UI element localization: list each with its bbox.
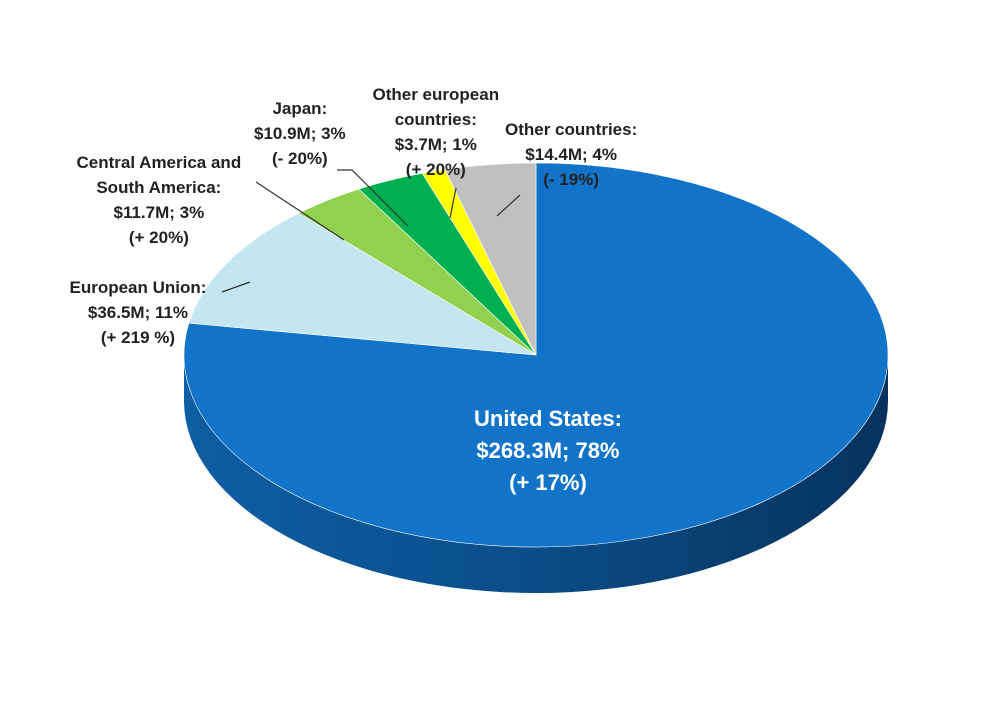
pie-side-united-states (184, 355, 888, 593)
data-label-central-america-and-south-america: Central America and South America: $11.7M;… (77, 150, 242, 250)
data-label-line: (- 20%) (271, 149, 328, 168)
data-label-line: (+ 20%) (128, 228, 189, 247)
pie-slice-european-union (188, 212, 537, 356)
data-label-line: Japan: (272, 99, 328, 118)
data-label-united-states: United States: $268.3M; 78% (+ 17%) (474, 403, 622, 499)
data-label-line: $36.5M; 11% (87, 303, 189, 322)
data-label-line: (+ 17%) (509, 470, 587, 495)
data-label-line: $3.7M; 1% (394, 135, 477, 154)
pie-slice-united-states (183, 162, 889, 548)
leader-line-other-european-countries (449, 187, 457, 219)
data-label-european-union: European Union: $36.5M; 11% (+ 219 %) (70, 275, 207, 350)
leader-line-central-america-and-south-america (255, 181, 345, 241)
data-label-line: Other countries: (505, 120, 638, 139)
data-label-japan: Japan: $10.9M; 3% (- 20%) (254, 96, 346, 171)
leader-line-european-union (221, 281, 251, 293)
leader-line-japan (337, 169, 409, 227)
data-label-line: (+ 20%) (405, 160, 466, 179)
data-label-line: United States: (474, 406, 622, 431)
data-label-other-countries: Other countries: $14.4M; 4% (- 19%) (505, 117, 637, 192)
leader-line-other-countries (496, 194, 521, 217)
data-label-other-european-countries: Other european countries: $3.7M; 1% (+ 20%) (373, 82, 500, 182)
data-label-line: Central America and (76, 153, 242, 172)
data-label-line: European Union: (69, 278, 207, 297)
data-label-line: (- 19%) (543, 170, 599, 189)
data-label-line: countries: (394, 110, 477, 129)
pie-slice-other-countries (444, 162, 537, 356)
data-label-line: $14.4M; 4% (525, 145, 617, 164)
data-label-line: $11.7M; 3% (113, 203, 205, 222)
data-label-line: $10.9M; 3% (254, 124, 346, 143)
data-label-line: Other european (372, 85, 500, 104)
data-label-line: (+ 219 %) (100, 328, 176, 347)
data-label-line: South America: (96, 178, 222, 197)
data-label-line: $268.3M; 78% (476, 438, 620, 463)
